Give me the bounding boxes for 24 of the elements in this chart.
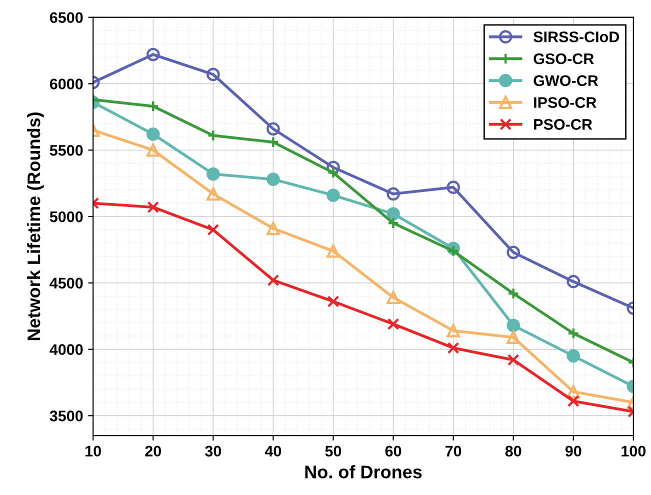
y-tick-label: 6500 [50, 12, 83, 24]
y-tick-label: 4500 [50, 278, 83, 289]
legend-label: GWO-CR [534, 75, 598, 86]
legend-label: PSO-CR [534, 119, 592, 130]
y-tick-label: 5500 [50, 144, 83, 156]
y-axis-title: Network Lifetime (Rounds) [27, 112, 44, 340]
x-tick-label: 100 [622, 446, 646, 457]
x-tick-label: 90 [565, 446, 582, 457]
x-tick-label: 10 [86, 446, 101, 457]
x-tick-label: 20 [145, 446, 161, 457]
x-tick-label: 30 [205, 446, 222, 457]
y-tick-label: 5000 [50, 211, 83, 222]
x-tick-label: 40 [264, 446, 282, 457]
y-tick-label: 6000 [50, 78, 83, 90]
y-tick-label: 3500 [50, 410, 83, 422]
legend-label: SIRSS-CIoD [534, 31, 620, 42]
legend-label: GSO-CR [534, 53, 594, 64]
x-tick-label: 50 [325, 446, 342, 457]
x-axis-title: No. of Drones [305, 465, 422, 478]
legend-label: IPSO-CR [534, 97, 596, 108]
x-tick-label: 60 [385, 446, 402, 457]
y-tick-label: 4000 [50, 344, 83, 355]
x-tick-label: 70 [445, 446, 462, 457]
x-tick-label: 80 [505, 446, 522, 457]
